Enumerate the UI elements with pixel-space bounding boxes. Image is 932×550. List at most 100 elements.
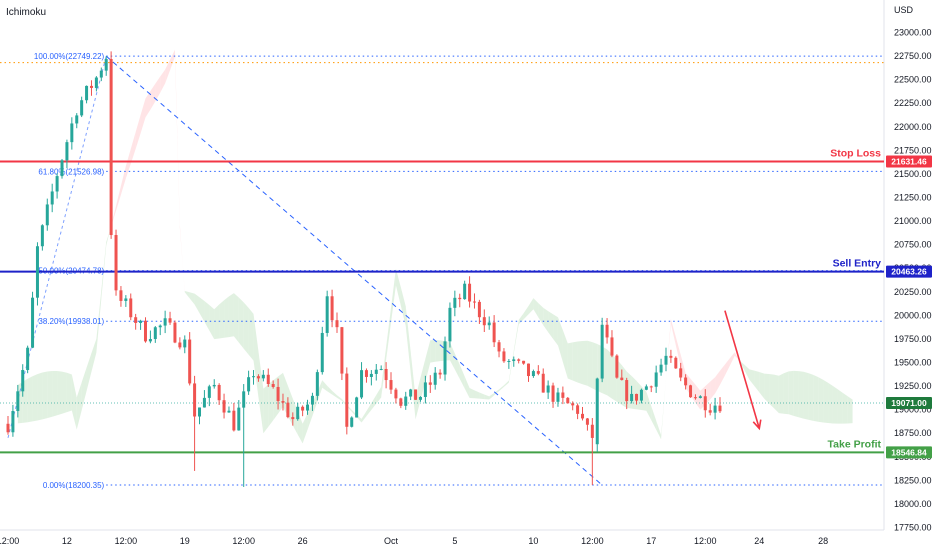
cloud-segment [818, 377, 824, 423]
x-tick-label: 5 [452, 536, 457, 546]
cloud-segment [670, 318, 676, 346]
cloud-segment [774, 374, 779, 414]
candle-body [153, 327, 157, 340]
y-tick-label: 18000.00 [894, 499, 932, 509]
cloud-segment [174, 49, 180, 229]
cloud-segment [474, 390, 480, 399]
price-axis-badge [886, 396, 932, 409]
cloud-segment [170, 49, 175, 71]
candle-body [276, 386, 280, 402]
candle-body [212, 384, 216, 387]
cloud-segment [778, 373, 784, 414]
candle-body [585, 418, 589, 425]
candle-body [644, 386, 648, 390]
cloud-segment [837, 389, 843, 424]
y-tick-label: 19500.00 [894, 358, 932, 368]
y-tick-label: 19000.00 [894, 405, 932, 415]
candle-body [320, 332, 324, 373]
candle-body [143, 320, 147, 342]
candle-body [576, 405, 580, 414]
candle-body [188, 339, 192, 384]
cloud-segment [312, 391, 318, 416]
cloud-segment [724, 358, 730, 376]
cloud-segment [783, 371, 789, 415]
candle-body [16, 391, 20, 412]
fib-level-label: 0.00%(18200.35) [43, 481, 105, 490]
candle-body [129, 298, 133, 318]
candle-body [566, 397, 570, 404]
candle-body [163, 318, 167, 326]
cloud-segment [842, 392, 848, 424]
candle-body [497, 342, 501, 352]
candle-body [649, 386, 653, 388]
cloud-segment [145, 91, 151, 118]
cloud-segment [449, 342, 455, 370]
candle-body [423, 382, 427, 397]
cloud-segment [720, 364, 725, 385]
candle-body [693, 397, 697, 399]
candle-body [472, 301, 476, 303]
cloud-segment [828, 382, 833, 424]
cloud-segment [489, 393, 495, 400]
cloud-segment [81, 367, 87, 411]
fib-level-label: 100.00%(22749.22) [34, 52, 105, 61]
x-tick-label: 10 [528, 536, 538, 546]
fib-level-label: 61.80%(21526.98) [38, 167, 104, 176]
cloud-segment [543, 307, 549, 333]
candle-body [571, 403, 575, 406]
candle-body [266, 374, 270, 385]
cloud-segment [528, 298, 534, 315]
y-tick-label: 17750.00 [894, 523, 932, 533]
cloud-segment [508, 350, 514, 383]
cloud-segment [243, 302, 249, 355]
cloud-segment [562, 330, 568, 379]
cloud-segment [233, 293, 239, 343]
cloud-segment [376, 386, 382, 404]
candle-body [202, 397, 206, 408]
candle-body [379, 368, 383, 370]
candle-body [414, 389, 418, 400]
cloud-segment [391, 268, 396, 323]
candle-body [89, 85, 93, 88]
candle-body [482, 317, 486, 326]
candle-body [6, 423, 10, 433]
cloud-segment [420, 358, 426, 401]
cloud-segment [499, 385, 504, 392]
y-tick-label: 21250.00 [894, 193, 932, 203]
cloud-segment [52, 370, 58, 417]
cloud-segment [518, 313, 524, 325]
x-tick-label: Oct [384, 536, 399, 546]
y-tick-label: 22750.00 [894, 51, 932, 61]
candle-body [31, 297, 35, 348]
price-axis: 17750.0018000.0018250.0018500.0018750.00… [886, 28, 932, 533]
candle-body [590, 424, 594, 438]
candle-body [581, 413, 585, 419]
cloud-segment [636, 380, 642, 411]
cloud-segment [116, 185, 121, 211]
cloud-segment [238, 297, 244, 349]
candle-body [325, 296, 329, 333]
cloud-segment [224, 296, 229, 338]
candle-body [708, 410, 712, 413]
candle-body [713, 405, 717, 413]
candle-body [193, 383, 197, 417]
candle-body [477, 301, 481, 318]
cloud-segment [66, 372, 72, 413]
cloud-segment [150, 83, 156, 110]
cloud-segment [155, 76, 161, 102]
candle-body [134, 317, 138, 323]
candle-body [232, 410, 236, 431]
candle-body [55, 176, 59, 192]
cloud-segment [788, 370, 794, 416]
candle-body [119, 290, 123, 301]
cloud-segment [494, 389, 500, 396]
candle-body [183, 339, 187, 348]
candle-body [222, 400, 226, 413]
cloud-segment [415, 377, 421, 420]
y-tick-label: 21000.00 [894, 216, 932, 226]
candle-body [625, 380, 629, 402]
candle-body [438, 372, 442, 375]
candle-body [114, 235, 118, 291]
fib-trend-line [105, 55, 603, 486]
